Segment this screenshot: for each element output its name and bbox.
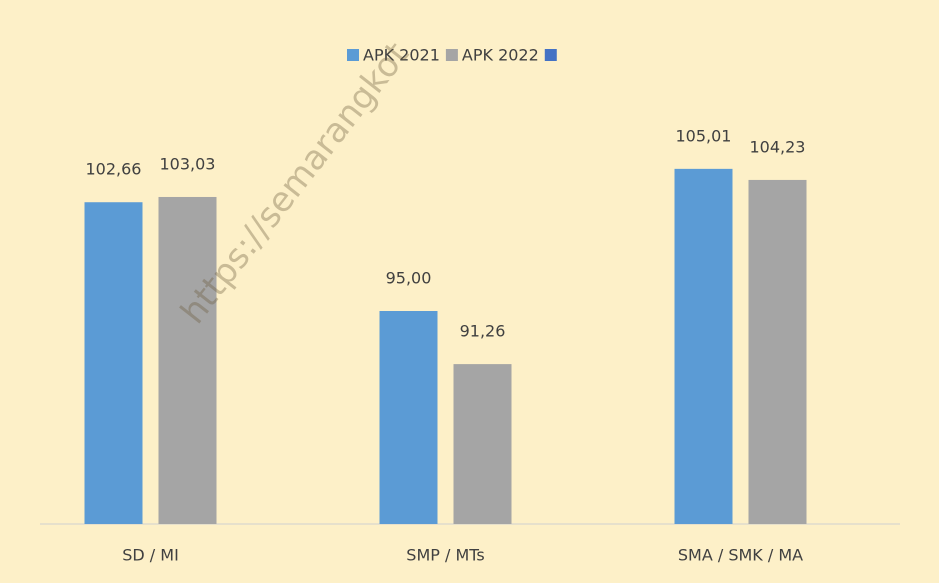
bar: [453, 364, 512, 524]
data-label: 102,66: [86, 160, 142, 179]
legend-label: APK 2021: [363, 46, 440, 65]
bar: [158, 196, 217, 524]
bar: [379, 311, 438, 524]
legend-swatch: [347, 49, 359, 61]
data-label: 104,23: [750, 137, 806, 156]
legend-label: APK 2022: [462, 46, 539, 65]
x-tick-label: SMA / SMK / MA: [678, 546, 803, 565]
legend-swatch: [544, 49, 557, 61]
legend-swatch: [445, 49, 458, 61]
bar: [674, 168, 733, 524]
data-label: 105,01: [676, 126, 732, 145]
data-label: 91,26: [460, 322, 506, 341]
bar: [84, 202, 143, 524]
data-label: 95,00: [386, 269, 432, 288]
x-tick-label: SD / MI: [122, 546, 179, 565]
data-label: 103,03: [160, 154, 216, 173]
x-tick-label: SMP / MTs: [406, 546, 484, 565]
bar: [748, 179, 807, 524]
